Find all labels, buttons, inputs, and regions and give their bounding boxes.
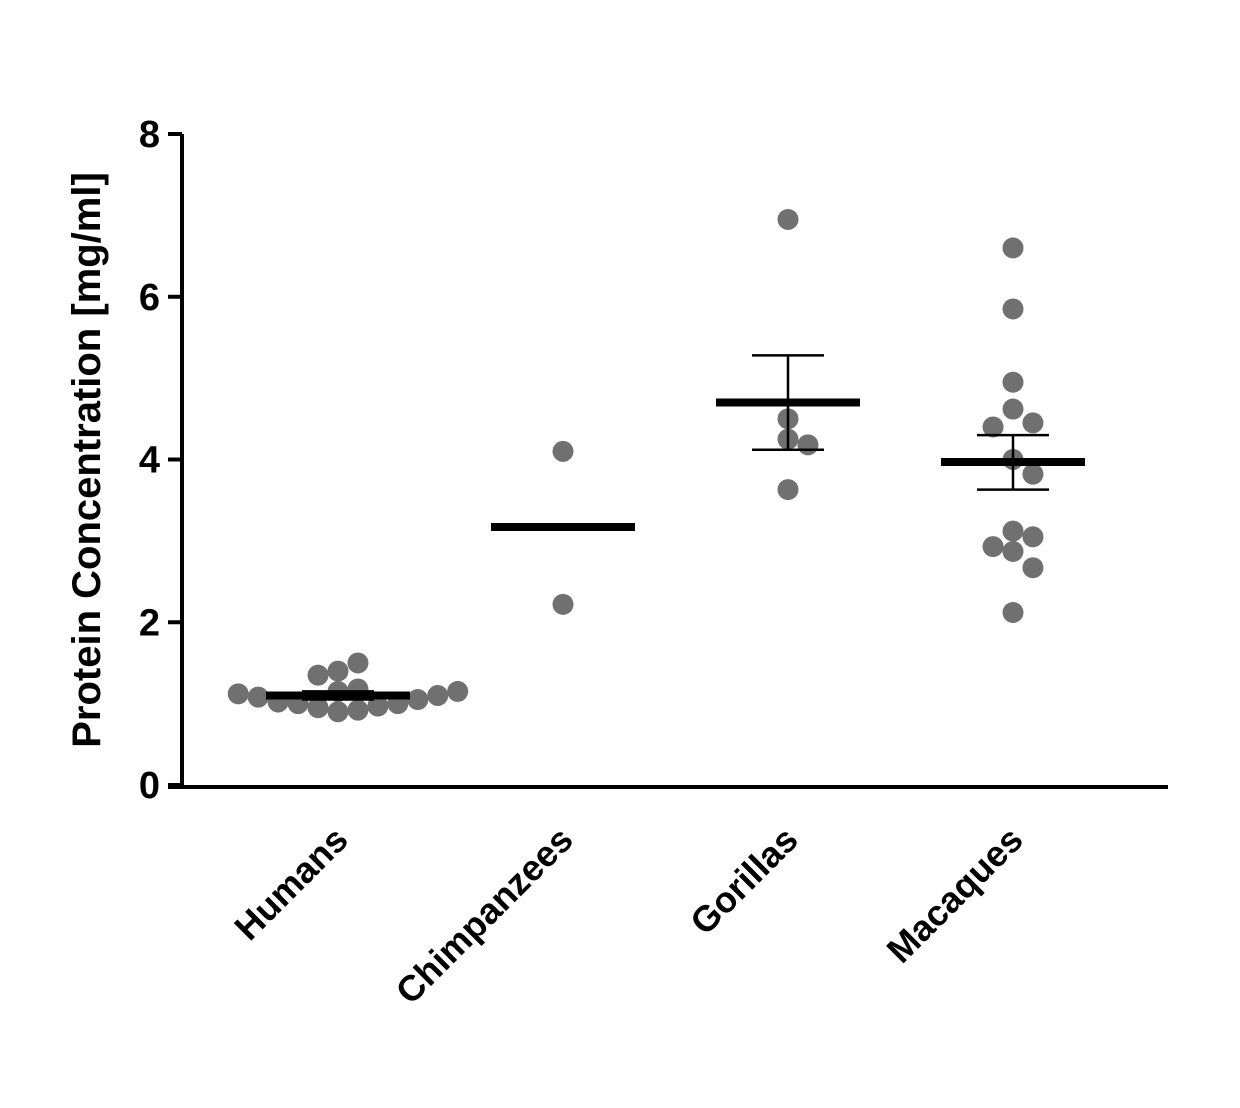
- data-point: [307, 697, 329, 719]
- data-point: [427, 684, 449, 706]
- x-category-label: Chimpanzees: [388, 819, 581, 1012]
- data-point: [407, 689, 429, 711]
- data-point: [227, 683, 249, 705]
- y-axis: 0 2 4 6 8: [139, 114, 184, 807]
- data-point: [1022, 463, 1044, 485]
- data-point: [367, 695, 389, 717]
- data-point: [347, 699, 369, 721]
- data-point: [1002, 601, 1024, 623]
- data-point: [1022, 526, 1044, 548]
- data-point: [982, 536, 1004, 558]
- data-point: [797, 434, 819, 456]
- data-point: [327, 660, 349, 682]
- group-macaques: [941, 237, 1085, 623]
- data-point: [1002, 371, 1024, 393]
- data-point: [1002, 237, 1024, 259]
- group-humans: [227, 652, 469, 723]
- data-point: [982, 416, 1004, 438]
- y-tick-label: 6: [139, 277, 160, 319]
- x-category-label: Macaques: [879, 819, 1031, 971]
- y-tick-label: 2: [139, 602, 160, 644]
- data-point: [1002, 540, 1024, 562]
- data-point: [552, 593, 574, 615]
- data-point: [1002, 520, 1024, 542]
- data-point: [327, 701, 349, 723]
- data-point: [777, 208, 799, 230]
- y-tick-label: 8: [139, 114, 160, 156]
- data-groups: [227, 208, 1085, 723]
- data-point: [1022, 412, 1044, 434]
- data-point: [1022, 557, 1044, 579]
- y-tick-label: 4: [139, 440, 160, 482]
- data-point: [347, 652, 369, 674]
- y-axis-title: Protein Concentration [mg/ml]: [65, 172, 109, 748]
- y-tick-label: 0: [139, 765, 160, 807]
- data-point: [447, 680, 469, 702]
- data-point: [1002, 398, 1024, 420]
- x-axis: Humans Chimpanzees Gorillas Macaques: [168, 785, 1168, 1012]
- x-category-label: Gorillas: [682, 819, 806, 943]
- data-point: [247, 686, 269, 708]
- group-gorillas: [716, 208, 860, 501]
- data-point: [1002, 298, 1024, 320]
- group-chimpanzees: [491, 440, 635, 615]
- x-category-label: Humans: [226, 819, 355, 948]
- data-point: [552, 440, 574, 462]
- data-point: [777, 479, 799, 501]
- data-point: [307, 664, 329, 686]
